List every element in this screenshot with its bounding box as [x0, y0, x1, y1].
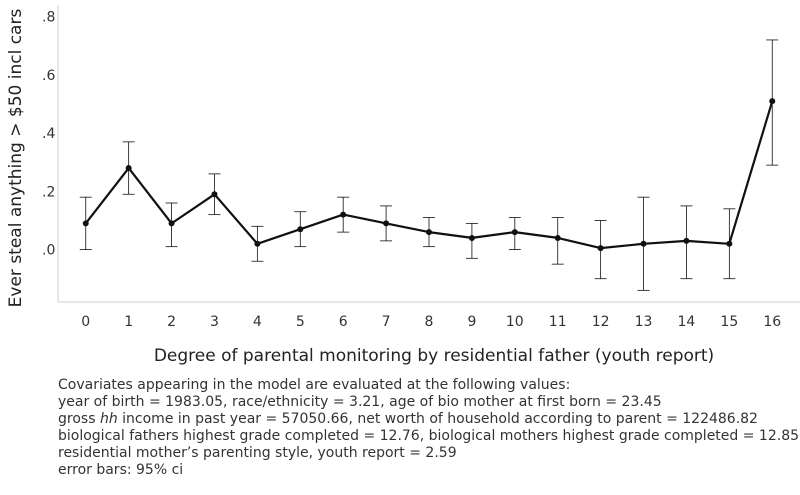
- y-tick-label: .4: [42, 126, 55, 142]
- x-tick-label: 7: [382, 314, 391, 330]
- x-tick-label: 16: [763, 314, 781, 330]
- x-tick-label: 3: [210, 314, 219, 330]
- error-bars: [79, 39, 779, 291]
- y-tick-label: .8: [42, 10, 55, 26]
- y-tick-label: .6: [42, 68, 55, 84]
- data-points: [82, 98, 776, 252]
- notes-text: gross: [58, 411, 100, 427]
- x-tick-label: 12: [592, 314, 610, 330]
- notes-line: error bars: 95% ci: [58, 462, 184, 478]
- x-tick-label: 9: [467, 314, 476, 330]
- x-tick-label: 8: [425, 314, 434, 330]
- notes-line: residential mother’s parenting style, yo…: [58, 445, 457, 461]
- data-point: [340, 211, 347, 218]
- x-tick-label: 1: [124, 314, 133, 330]
- x-tick-label: 5: [296, 314, 305, 330]
- model-notes: Covariates appearing in the model are ev…: [58, 377, 799, 479]
- data-point: [211, 191, 218, 198]
- x-tick-labels: 0 1 2 3 4 5 6 7 8 9 10 11 12 13 14 15 16: [81, 314, 781, 330]
- data-point: [640, 240, 647, 247]
- x-axis-title: Degree of parental monitoring by residen…: [154, 346, 714, 366]
- data-point: [125, 165, 132, 172]
- data-point: [297, 226, 304, 233]
- notes-emphasis: hh: [99, 411, 118, 427]
- y-axis-title: Ever steal anything > $50 incl cars: [6, 9, 26, 308]
- data-point: [726, 240, 733, 247]
- data-point: [426, 229, 432, 236]
- data-point: [82, 220, 89, 227]
- data-point: [383, 220, 390, 227]
- notes-line: biological fathers highest grade complet…: [58, 428, 800, 444]
- x-tick-label: 2: [167, 314, 176, 330]
- y-tick-label: .0: [42, 243, 55, 259]
- axes: [57, 5, 800, 303]
- x-tick-label: 6: [339, 314, 348, 330]
- x-tick-label: 10: [506, 314, 524, 330]
- y-tick-label: .2: [42, 184, 55, 200]
- data-point: [597, 245, 604, 252]
- x-tick-label: 4: [253, 314, 262, 330]
- data-point: [254, 240, 261, 247]
- notes-line: Covariates appearing in the model are ev…: [58, 377, 571, 393]
- data-point: [769, 98, 776, 105]
- notes-line: year of birth = 1983.05, race/ethnicity …: [58, 394, 662, 410]
- y-tick-labels: .0 .2 .4 .6 .8: [42, 10, 55, 259]
- x-tick-label: 14: [678, 314, 696, 330]
- x-tick-label: 15: [720, 314, 738, 330]
- x-tick-label: 11: [549, 314, 567, 330]
- line-chart: .0.2.4.6.8 0 1 2 3 4 5 6 7 8 9 10 11 12 13 14 15 16 Ever…: [6, 5, 800, 366]
- notes-line: gross hh income in past year = 57050.66,…: [58, 411, 799, 428]
- x-tick-label: 0: [81, 314, 90, 330]
- data-point: [511, 229, 518, 236]
- notes-text: income in past year = 57050.66, net wort…: [117, 411, 758, 427]
- data-point: [554, 234, 561, 241]
- data-point: [468, 234, 475, 241]
- x-tick-label: 13: [635, 314, 653, 330]
- data-point: [683, 237, 690, 244]
- data-point: [168, 220, 175, 227]
